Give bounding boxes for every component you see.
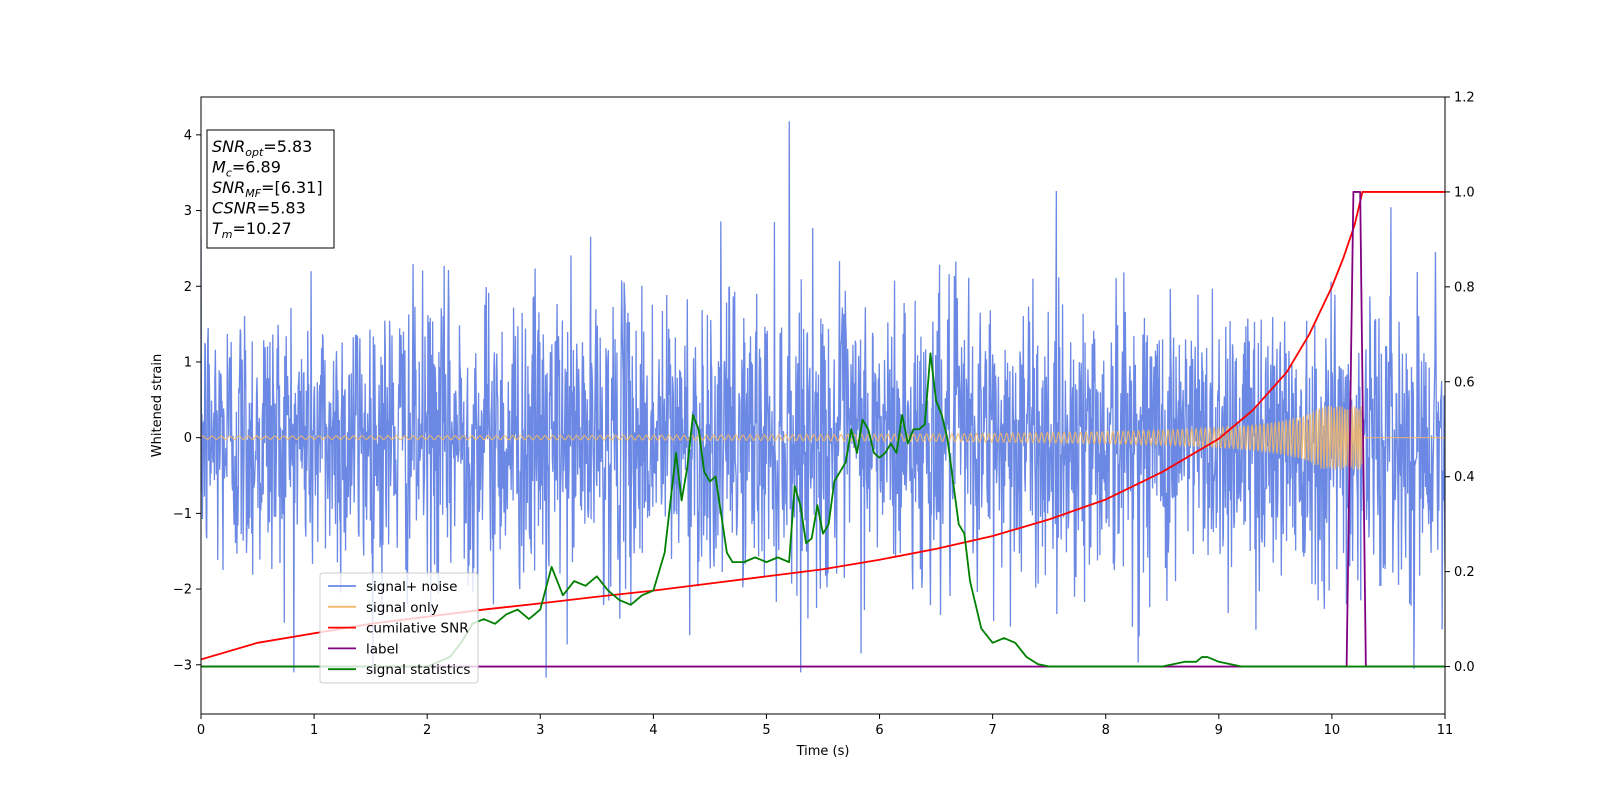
y-left-tick-label: −3 bbox=[173, 658, 192, 673]
legend-entry-label: cumilative SNR bbox=[366, 621, 469, 637]
info-value: =10.27 bbox=[233, 219, 292, 238]
axes: 0 1 2 3 4 5 6 7 8 9 10 11 −3 −2 −1 0 1 2 3 4 0.0 0.2 0.4 0.6 0.8… bbox=[173, 91, 1475, 739]
x-axis-label: Time (s) bbox=[796, 744, 850, 759]
info-subscript: m bbox=[222, 228, 233, 241]
x-tick-label: 3 bbox=[536, 723, 544, 738]
axes-frame bbox=[200, 96, 1446, 715]
y-right-tick-label: 0.8 bbox=[1454, 280, 1475, 295]
y-right-tick-label: 1.2 bbox=[1454, 91, 1475, 106]
info-symbol: M bbox=[212, 158, 226, 177]
y-left-tick-label: −1 bbox=[173, 507, 192, 522]
info-line: SNRopt=5.83 bbox=[212, 137, 312, 159]
x-tick-label: 9 bbox=[1215, 723, 1223, 738]
y-left-tick-label: 0 bbox=[184, 431, 192, 446]
y-right-tick-label: 1.0 bbox=[1454, 185, 1475, 200]
info-subscript: opt bbox=[245, 146, 264, 159]
info-symbol: T bbox=[212, 219, 223, 238]
x-tick-label: 6 bbox=[875, 723, 883, 738]
info-subscript: c bbox=[226, 167, 232, 180]
y-axis-label: Whitened strain bbox=[150, 354, 165, 457]
x-tick-label: 4 bbox=[649, 723, 657, 738]
info-line: CSNR=5.83 bbox=[212, 199, 306, 218]
info-symbol: SNR bbox=[212, 137, 245, 156]
y-left-tick-label: 3 bbox=[184, 204, 192, 219]
info-value: =[6.31] bbox=[261, 178, 323, 197]
y-right-tick-label: 0.6 bbox=[1454, 375, 1475, 390]
info-line: SNRMF=[6.31] bbox=[212, 178, 323, 200]
info-symbol: CSNR bbox=[212, 199, 257, 218]
y-left-tick-label: −2 bbox=[173, 583, 192, 598]
x-tick-label: 1 bbox=[310, 723, 318, 738]
x-tick-label: 2 bbox=[423, 723, 431, 738]
legend: signal+ noise signal only cumilative SNR la… bbox=[319, 572, 479, 684]
legend-frame bbox=[319, 572, 479, 684]
info-value: =6.89 bbox=[232, 158, 281, 177]
info-value: =5.83 bbox=[263, 137, 312, 156]
series-signal-statistics bbox=[201, 352, 1445, 668]
y-left-tick-label: 1 bbox=[184, 355, 192, 370]
legend-entry-label: signal statistics bbox=[366, 662, 470, 678]
x-tick-label: 5 bbox=[762, 723, 770, 738]
info-subscript: MF bbox=[245, 187, 261, 200]
y-left-tick-label: 2 bbox=[184, 280, 192, 295]
x-tick-label: 7 bbox=[988, 723, 996, 738]
info-line: Tm=10.27 bbox=[212, 219, 292, 241]
x-tick-label: 11 bbox=[1437, 723, 1454, 738]
x-tick-label: 8 bbox=[1102, 723, 1110, 738]
y-right-tick-label: 0.0 bbox=[1454, 660, 1475, 675]
series-signal-noise bbox=[201, 121, 1445, 678]
y-left-tick-label: 4 bbox=[184, 128, 192, 143]
info-box: SNRopt=5.83Mc=6.89SNRMF=[6.31]CSNR=5.83T… bbox=[206, 129, 335, 249]
legend-entry-label: signal+ noise bbox=[366, 579, 457, 595]
legend-entry-label: signal only bbox=[366, 600, 439, 616]
info-box-frame bbox=[206, 129, 335, 249]
x-tick-label: 10 bbox=[1324, 723, 1341, 738]
info-value: =5.83 bbox=[257, 199, 306, 218]
info-symbol: SNR bbox=[212, 178, 245, 197]
info-line: Mc=6.89 bbox=[212, 158, 281, 180]
y-right-tick-label: 0.4 bbox=[1454, 470, 1475, 485]
y-right-tick-label: 0.2 bbox=[1454, 565, 1475, 580]
x-tick-label: 0 bbox=[197, 723, 205, 738]
series-signal-only bbox=[201, 406, 1445, 470]
legend-entry-label: label bbox=[366, 641, 399, 657]
